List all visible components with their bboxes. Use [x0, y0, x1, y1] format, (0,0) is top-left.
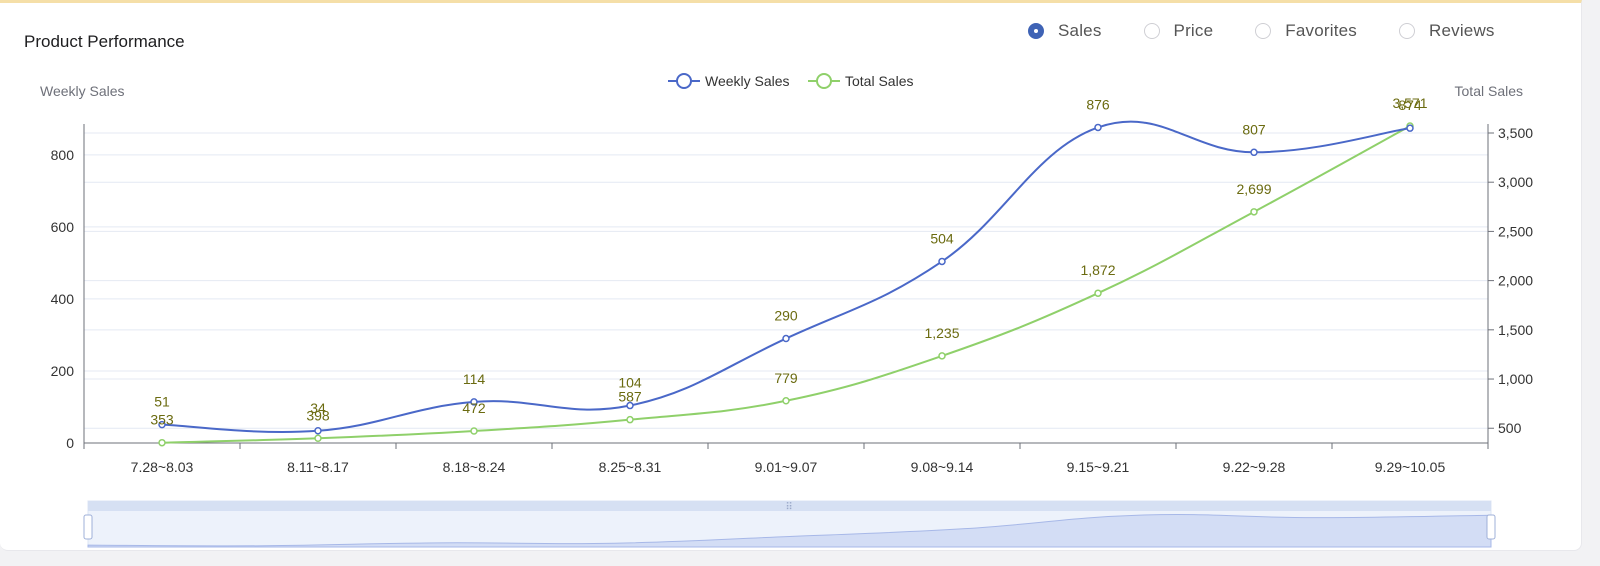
y-right-axis-title: Total Sales [1455, 83, 1523, 99]
line-chart: 0 200 400 600 800 500 1,000 1,500 2,000 2,500 3,00… [40, 73, 1533, 548]
data-point [1094, 289, 1102, 297]
zoom-start-handle[interactable] [83, 514, 93, 540]
x-tick-label: 9.22~9.28 [1223, 459, 1286, 475]
data-label: 1,235 [924, 325, 959, 341]
legend-label: Total Sales [845, 73, 913, 89]
y-left-tick-label: 0 [66, 435, 74, 451]
zoom-grip-icon: ⠿ [785, 502, 792, 513]
data-point [626, 415, 634, 424]
data-point [782, 334, 790, 343]
zoom-preview-area [87, 514, 1492, 548]
y-right-tick-label: 1,000 [1498, 371, 1533, 387]
x-tick-label: 9.01~9.07 [755, 459, 818, 475]
data-label: 353 [150, 412, 174, 428]
legend-item-weekly-sales[interactable]: Weekly Sales [668, 73, 790, 89]
radio-label: Price [1173, 21, 1214, 40]
metric-radio-group: Sales Price Favorites Reviews [1028, 21, 1537, 41]
data-label: 290 [774, 308, 798, 324]
data-zoom-slider[interactable]: ⠿ [83, 500, 1496, 548]
chart-title: Product Performance [24, 32, 185, 51]
series-line [161, 120, 1411, 433]
zoom-end-handle[interactable] [1486, 514, 1496, 540]
data-labels: 51 34 114 104 290 504 876 807 874 353 398 472 587 779… [150, 95, 1427, 428]
data-point [1250, 208, 1258, 216]
zoom-move-handle[interactable] [88, 501, 1491, 511]
data-label: 779 [774, 370, 798, 386]
chart-card: Product Performance Sales Price Favorite… [0, 0, 1582, 551]
data-point [626, 401, 634, 410]
y-right-tick-label: 1,500 [1498, 322, 1533, 338]
data-point [1094, 123, 1102, 132]
data-label: 3,571 [1392, 95, 1427, 111]
radio-label: Favorites [1285, 21, 1357, 40]
y-left-tick-label: 600 [51, 219, 75, 235]
data-label: 104 [618, 375, 642, 391]
data-label: 876 [1086, 96, 1110, 112]
y-left-tick-label: 400 [51, 291, 75, 307]
data-label: 472 [462, 400, 486, 416]
x-tick-label: 9.29~10.05 [1375, 459, 1446, 475]
radio-reviews[interactable]: Reviews [1398, 21, 1495, 41]
radio-label: Sales [1058, 21, 1102, 40]
y-left-axis-title: Weekly Sales [40, 83, 125, 99]
data-point [158, 420, 166, 429]
y-left-tick-label: 800 [51, 147, 75, 163]
x-tick-label: 8.18~8.24 [443, 459, 506, 475]
data-point [314, 427, 322, 435]
radio-sales[interactable]: Sales [1028, 21, 1102, 41]
y-left-tick-label: 200 [51, 363, 75, 379]
radio-label: Reviews [1428, 21, 1495, 40]
legend-label: Weekly Sales [705, 73, 790, 89]
series-weekly-sales [158, 120, 1414, 435]
x-tick-label: 8.25~8.31 [599, 459, 662, 475]
radio-dot-icon [1028, 23, 1044, 39]
x-tick-label: 9.08~9.14 [911, 459, 974, 475]
legend-marker-icon [816, 73, 832, 89]
radio-price[interactable]: Price [1143, 21, 1214, 41]
data-point [470, 398, 478, 406]
data-label: 34 [310, 400, 326, 416]
data-label: 51 [154, 394, 170, 410]
legend-item-total-sales[interactable]: Total Sales [808, 73, 913, 89]
data-label: 114 [463, 371, 486, 387]
legend: Weekly Sales Total Sales [668, 73, 913, 89]
data-label: 807 [1242, 121, 1266, 137]
grid-lines [84, 132, 1488, 444]
radio-dot-icon [1398, 23, 1415, 39]
y-right-tick-label: 500 [1498, 420, 1522, 436]
data-label: 874 [1398, 97, 1422, 113]
x-tick-label: 7.28~8.03 [131, 459, 194, 475]
y-right-tick-label: 2,000 [1498, 273, 1533, 289]
x-tick-label: 9.15~9.21 [1067, 459, 1130, 475]
radio-dot-icon [1143, 23, 1160, 39]
y-right-tick-label: 3,000 [1498, 174, 1533, 190]
x-tick-label: 8.11~8.17 [287, 459, 349, 475]
data-point [1406, 124, 1414, 132]
data-point [314, 434, 322, 443]
data-point [938, 257, 946, 266]
data-label: 2,699 [1236, 181, 1271, 197]
y-right-tick-label: 3,500 [1498, 125, 1533, 141]
series-line [161, 125, 1411, 444]
data-point [1250, 148, 1258, 157]
axes: 0 200 400 600 800 500 1,000 1,500 2,000 2,500 3,00… [51, 124, 1533, 475]
radio-dot-icon [1255, 23, 1272, 39]
y-right-tick-label: 2,500 [1498, 223, 1533, 239]
legend-marker-icon [676, 73, 692, 89]
data-point [158, 438, 166, 447]
data-label: 504 [930, 230, 954, 246]
series-total-sales [158, 122, 1414, 447]
data-point [470, 427, 478, 435]
radio-favorites[interactable]: Favorites [1255, 21, 1357, 41]
data-label: 587 [618, 389, 642, 405]
data-label: 398 [306, 407, 330, 423]
data-label: 1,872 [1080, 262, 1115, 278]
data-point [938, 352, 946, 360]
data-point [782, 397, 790, 405]
